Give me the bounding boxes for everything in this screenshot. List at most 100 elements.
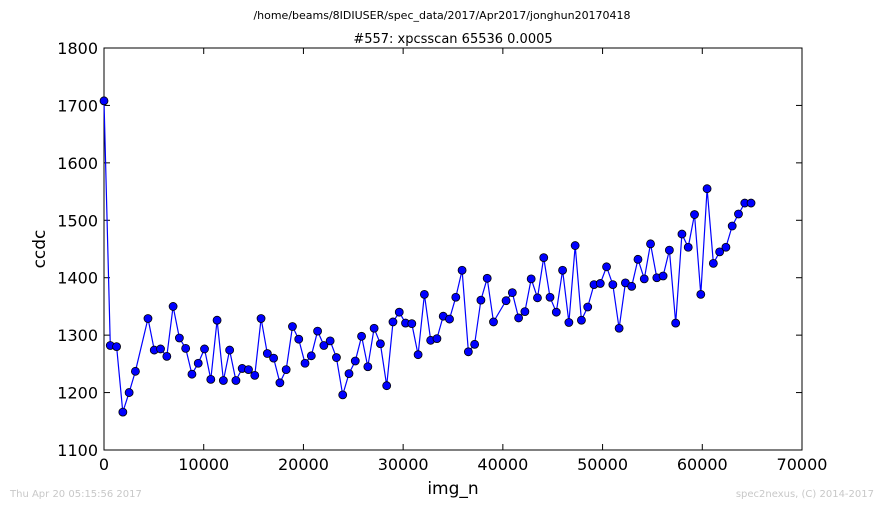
plot-area-frame: [103, 47, 803, 451]
data-point: [602, 262, 611, 272]
data-point: [470, 339, 480, 349]
data-point: [727, 221, 737, 231]
data-point: [288, 322, 297, 331]
data-point: [206, 374, 216, 384]
data-point: [344, 369, 354, 379]
data-point: [262, 349, 272, 358]
data-point: [181, 343, 191, 353]
y-tick-label: 1500: [57, 211, 98, 230]
data-point: [501, 296, 511, 306]
y-tick-label: 1700: [57, 96, 98, 115]
data-point: [187, 369, 197, 379]
data-point: [156, 344, 165, 354]
x-tick-label: 0: [99, 455, 109, 474]
data-point: [482, 273, 492, 283]
data-point: [526, 274, 536, 284]
x-axis-ticks: 0 10000 20000 30000 40000 50000 60000 70000: [99, 48, 828, 474]
data-point: [457, 265, 467, 275]
data-point: [118, 407, 128, 417]
data-point: [489, 317, 498, 327]
data-point: [413, 350, 423, 360]
data-point: [306, 351, 316, 361]
data-point: [683, 242, 693, 252]
data-point: [734, 209, 743, 219]
data-point: [702, 184, 712, 194]
data-point: [551, 307, 561, 317]
data-point: [338, 390, 348, 400]
data-point: [225, 345, 235, 355]
data-point: [463, 347, 473, 357]
data-point: [382, 381, 392, 391]
x-tick-label: 40000: [477, 455, 528, 474]
data-point: [168, 302, 178, 311]
x-tick-label: 20000: [278, 455, 329, 474]
data-point: [332, 353, 341, 362]
data-point: [294, 334, 304, 344]
data-point: [99, 96, 109, 106]
data-point: [313, 326, 322, 336]
data-point: [708, 258, 718, 268]
data-point: [131, 366, 140, 376]
data-point: [721, 242, 731, 252]
x-tick-label: 30000: [378, 455, 429, 474]
data-point: [369, 323, 379, 333]
data-point: [646, 239, 655, 249]
data-point: [193, 358, 203, 368]
data-point: [539, 253, 549, 263]
data-point: [357, 331, 366, 341]
y-tick-label: 1100: [57, 441, 98, 460]
data-point: [639, 274, 649, 284]
data-point: [407, 319, 417, 329]
data-point: [627, 281, 637, 291]
data-point: [664, 245, 674, 255]
data-point: [451, 292, 461, 302]
data-point: [577, 315, 586, 325]
data-point: [350, 356, 360, 366]
data-point: [545, 292, 555, 302]
data-point: [570, 241, 580, 250]
data-point: [218, 376, 228, 385]
y-tick-label: 1800: [57, 39, 98, 58]
data-point: [112, 342, 121, 352]
data-point: [690, 210, 699, 219]
data-point: [143, 314, 153, 323]
data-point: [614, 323, 624, 333]
data-point: [533, 293, 542, 303]
data-point: [212, 315, 222, 325]
file-path-label: /home/beams/8IDIUSER/spec_data/2017/Apr2…: [253, 9, 630, 22]
data-point: [432, 334, 442, 343]
data-point: [376, 339, 385, 349]
data-point: [281, 365, 291, 375]
data-point: [325, 336, 335, 346]
data-point: [200, 344, 209, 354]
data-point: [558, 265, 567, 275]
data-point: [746, 198, 756, 208]
y-tick-label: 1600: [57, 154, 98, 173]
data-point: [595, 279, 605, 288]
data-point: [162, 351, 172, 361]
data-point: [124, 388, 134, 397]
footer-timestamp: Thu Apr 20 05:15:56 2017: [9, 489, 142, 500]
data-point: [564, 318, 574, 327]
x-tick-label: 70000: [777, 455, 828, 474]
data-point: [520, 307, 530, 316]
data-point: [715, 247, 725, 257]
footer-credit: spec2nexus, (C) 2014-2017: [736, 489, 874, 500]
data-point: [256, 314, 266, 323]
y-tick-label: 1300: [57, 326, 98, 345]
y-tick-label: 1400: [57, 269, 98, 288]
data-point: [269, 353, 279, 363]
data-point: [174, 333, 184, 343]
data-point: [476, 295, 486, 305]
data-point: [394, 307, 404, 317]
x-tick-label: 10000: [178, 455, 229, 474]
data-point: [671, 318, 681, 328]
series-layer: [99, 96, 756, 417]
data-point: [507, 288, 517, 298]
data-point: [419, 289, 429, 299]
y-axis-label: ccdc: [30, 230, 50, 269]
data-point: [319, 341, 329, 350]
